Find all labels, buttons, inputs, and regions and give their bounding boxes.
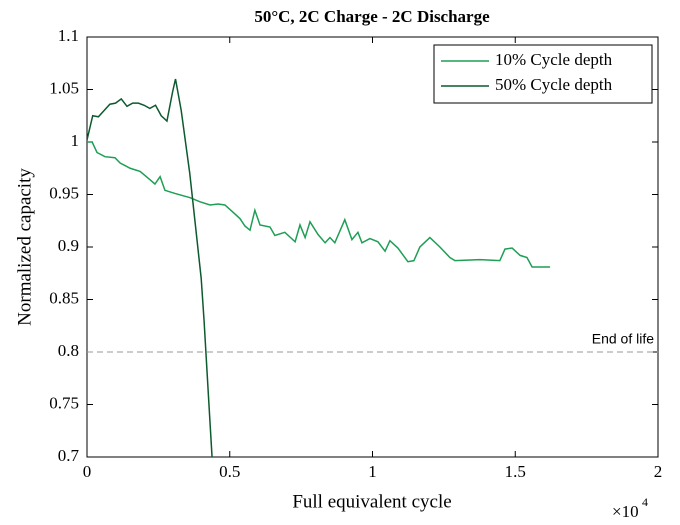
x-tick-label: 1.5 — [505, 462, 526, 481]
reference-label: End of life — [592, 331, 654, 347]
y-axis-label: Normalized capacity — [14, 168, 35, 326]
series-line — [87, 141, 551, 268]
x-tick-label: 0.5 — [219, 462, 240, 481]
x-tick-label: 0 — [83, 462, 92, 481]
x-tick-label: 2 — [654, 462, 663, 481]
chart-title: 50°C, 2C Charge - 2C Discharge — [254, 7, 490, 26]
plot-area — [87, 78, 551, 457]
y-tick-label: 0.85 — [49, 288, 79, 307]
y-tick-label: 0.8 — [58, 341, 79, 360]
y-tick-label: 1 — [71, 131, 80, 150]
x-multiplier: ×10 — [612, 502, 639, 521]
y-tick-label: 0.95 — [49, 183, 79, 202]
legend-box — [433, 44, 653, 104]
legend-label: 10% Cycle depth — [495, 50, 613, 69]
y-tick-label: 0.7 — [58, 446, 80, 465]
x-tick-label: 1 — [368, 462, 377, 481]
y-tick-label: 0.75 — [49, 393, 79, 412]
y-tick-label: 0.9 — [58, 236, 79, 255]
y-tick-label: 1.1 — [58, 26, 79, 45]
y-tick-label: 1.05 — [49, 78, 79, 97]
legend-label: 50% Cycle depth — [495, 75, 613, 94]
series-line — [87, 78, 213, 457]
x-axis-label: Full equivalent cycle — [292, 491, 451, 512]
x-multiplier-exponent: 4 — [642, 495, 648, 509]
